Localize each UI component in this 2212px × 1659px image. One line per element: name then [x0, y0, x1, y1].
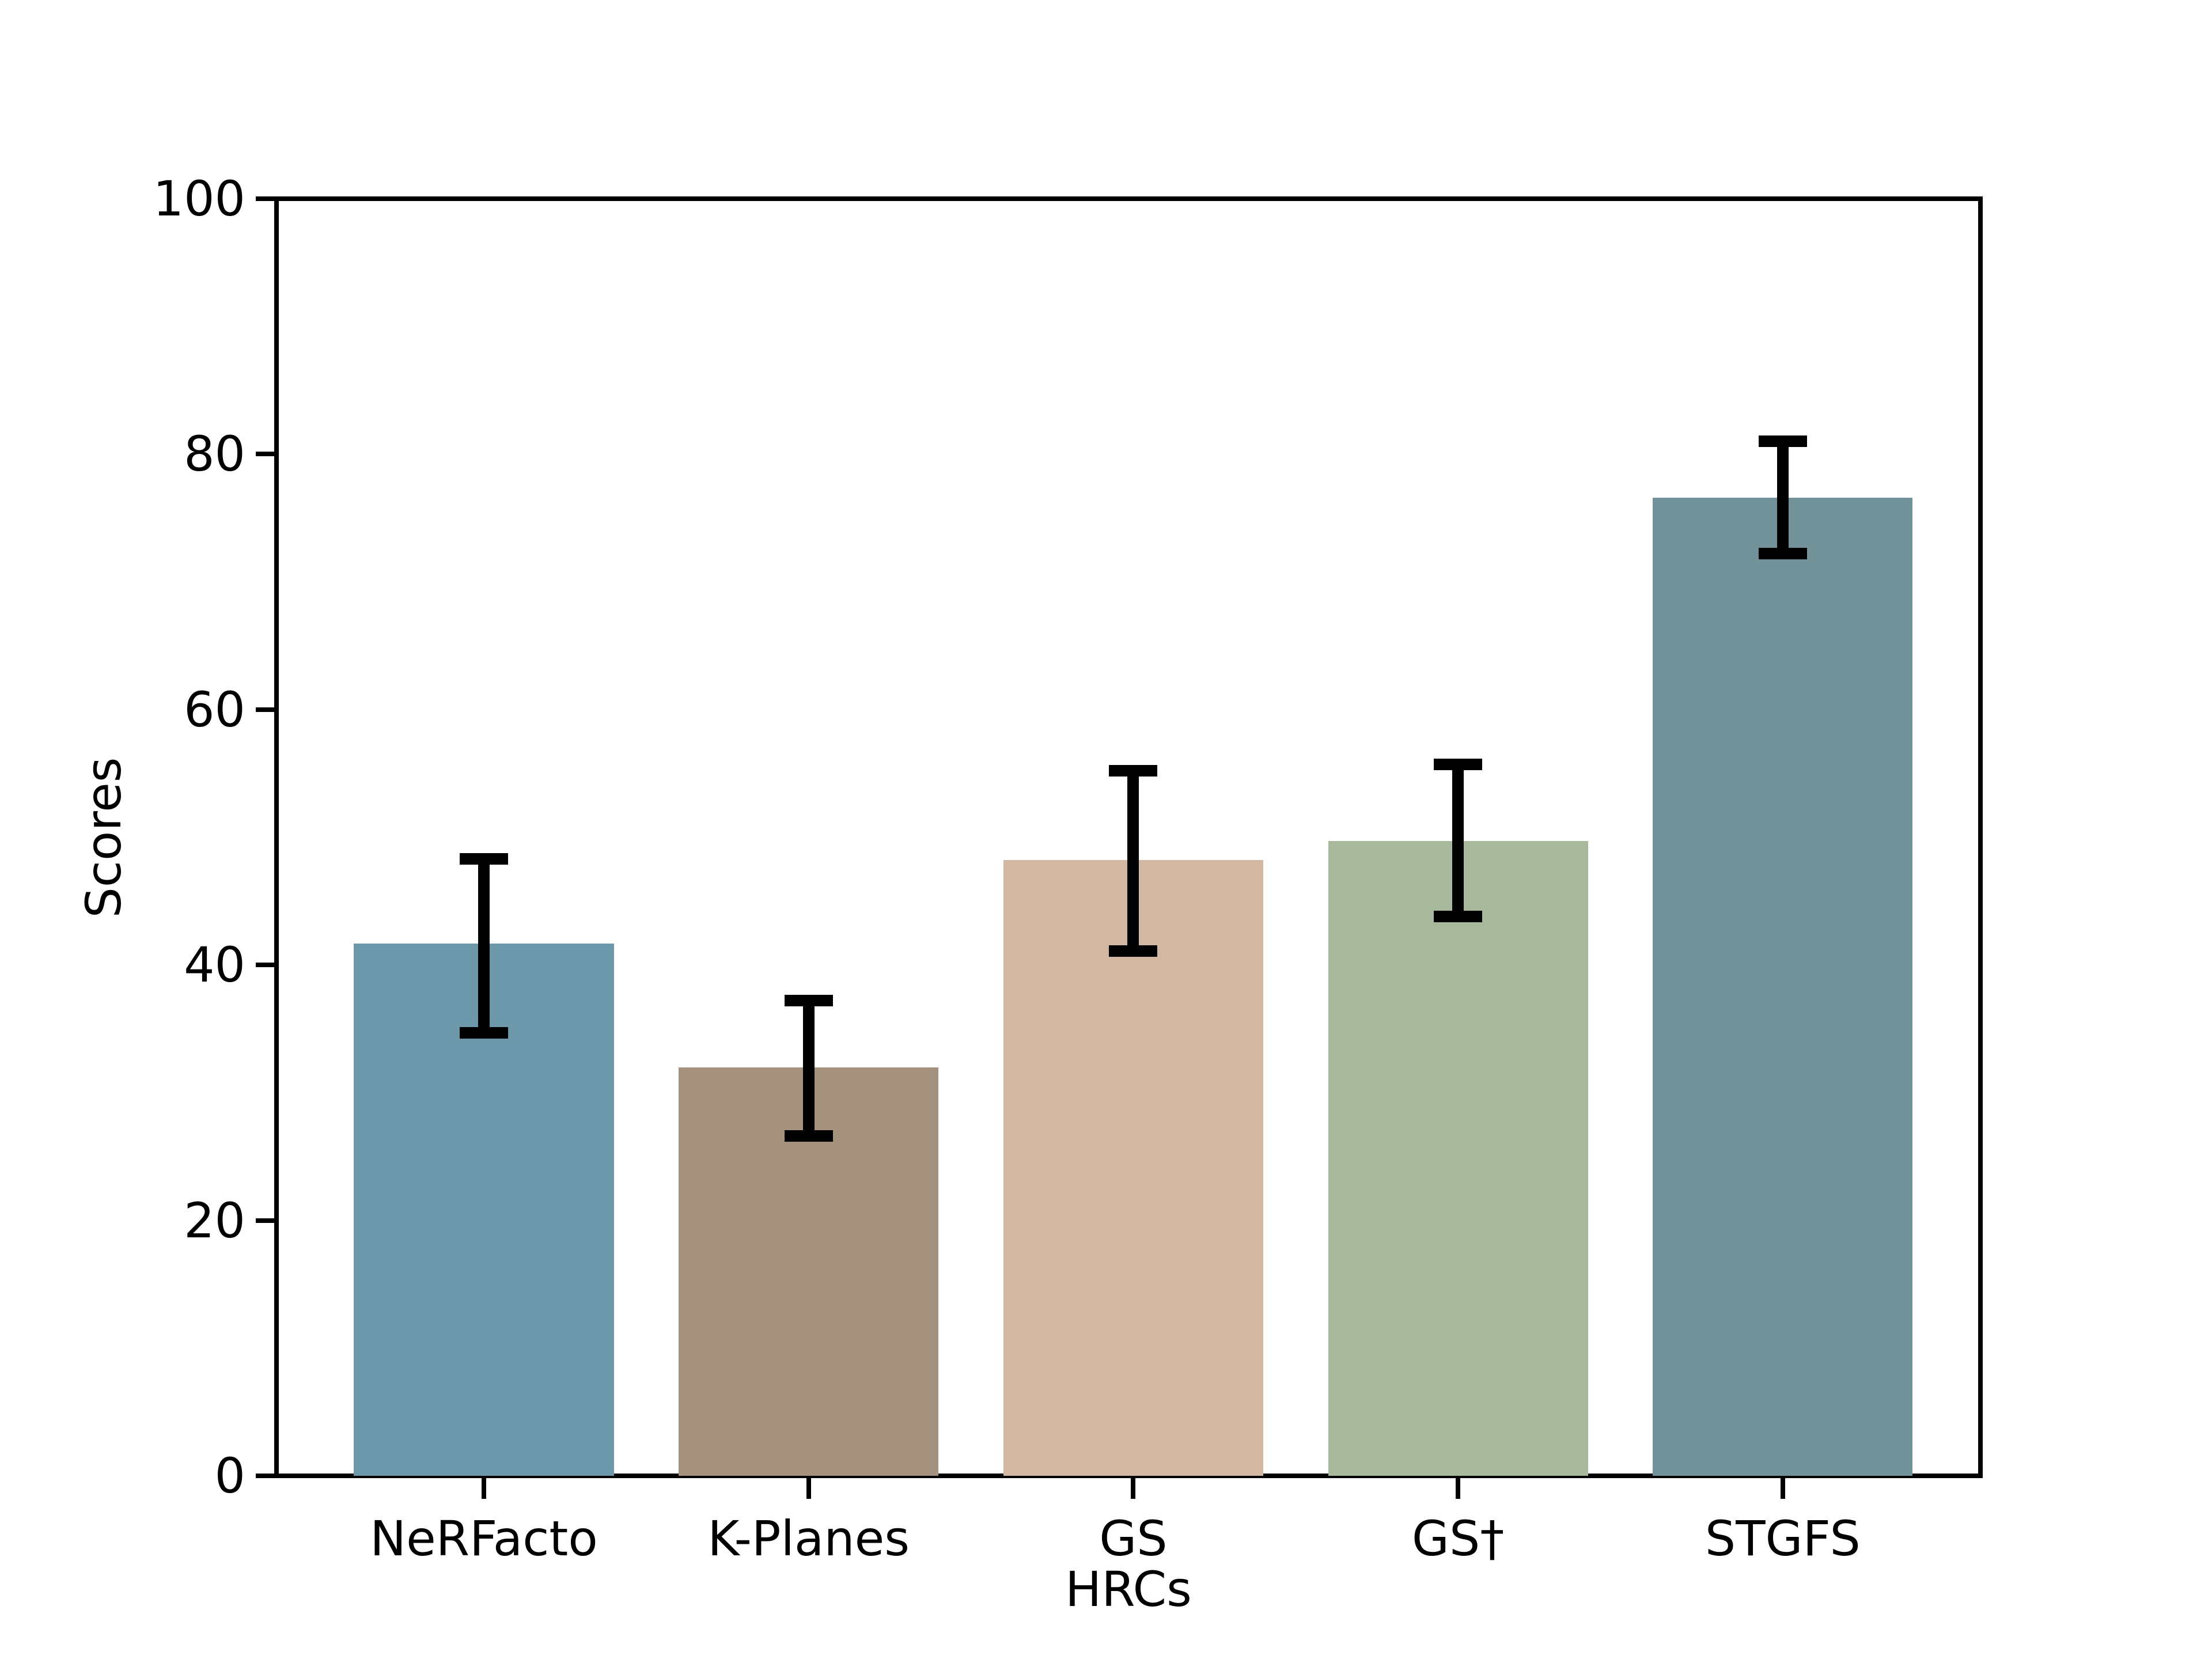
x-tick-label: K-Planes [707, 1510, 910, 1567]
y-tick-label: 80 [184, 426, 245, 483]
error-bar-line [1452, 764, 1464, 916]
error-bar-cap-top [1109, 765, 1158, 777]
y-tick-label: 40 [184, 937, 245, 994]
y-tick-label: 0 [214, 1448, 245, 1504]
y-tick-mark [256, 707, 276, 712]
x-tick-label: NeRFacto [370, 1510, 598, 1567]
y-tick-label: 60 [184, 681, 245, 738]
y-axis-label: Scores [75, 756, 132, 918]
x-tick-label: GS [1099, 1510, 1168, 1567]
x-tick-mark [1456, 1478, 1461, 1499]
error-bar-cap-top [459, 853, 508, 865]
x-tick-label: STGFS [1705, 1510, 1861, 1567]
error-bar-cap-bottom [784, 1130, 833, 1142]
bar [1003, 860, 1263, 1476]
error-bar-line [1777, 441, 1789, 554]
error-bar-cap-top [1758, 435, 1807, 448]
error-bar-cap-bottom [1758, 548, 1807, 560]
error-bar-line [802, 1001, 815, 1137]
y-tick-label: 20 [184, 1192, 245, 1249]
error-bar-line [478, 859, 490, 1033]
error-bar-line [1127, 771, 1139, 951]
x-tick-mark [1131, 1478, 1136, 1499]
y-tick-mark [256, 1218, 276, 1223]
x-tick-mark [1780, 1478, 1785, 1499]
error-bar-cap-top [1434, 759, 1483, 771]
x-tick-mark [806, 1478, 811, 1499]
y-tick-label: 100 [153, 171, 245, 227]
x-tick-mark [481, 1478, 486, 1499]
x-tick-label: GS† [1411, 1510, 1505, 1567]
y-tick-mark [256, 963, 276, 968]
x-axis-label: HRCs [1065, 1561, 1192, 1618]
y-tick-mark [256, 196, 276, 201]
y-tick-mark [256, 452, 276, 457]
error-bar-cap-bottom [1109, 945, 1158, 957]
error-bar-cap-bottom [1434, 910, 1483, 922]
error-bar-cap-bottom [459, 1027, 508, 1039]
right-spine [1978, 196, 1983, 1478]
bar [1653, 497, 1913, 1476]
bar [1328, 841, 1588, 1476]
left-spine [274, 196, 279, 1478]
error-bar-cap-top [784, 995, 833, 1007]
y-tick-mark [256, 1474, 276, 1478]
bottom-spine [274, 1474, 1983, 1478]
top-spine [274, 196, 1983, 201]
